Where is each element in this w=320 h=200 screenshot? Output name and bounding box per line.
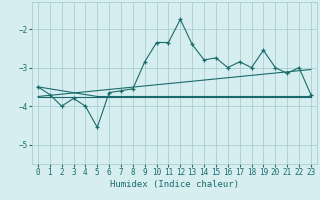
X-axis label: Humidex (Indice chaleur): Humidex (Indice chaleur) <box>110 180 239 189</box>
